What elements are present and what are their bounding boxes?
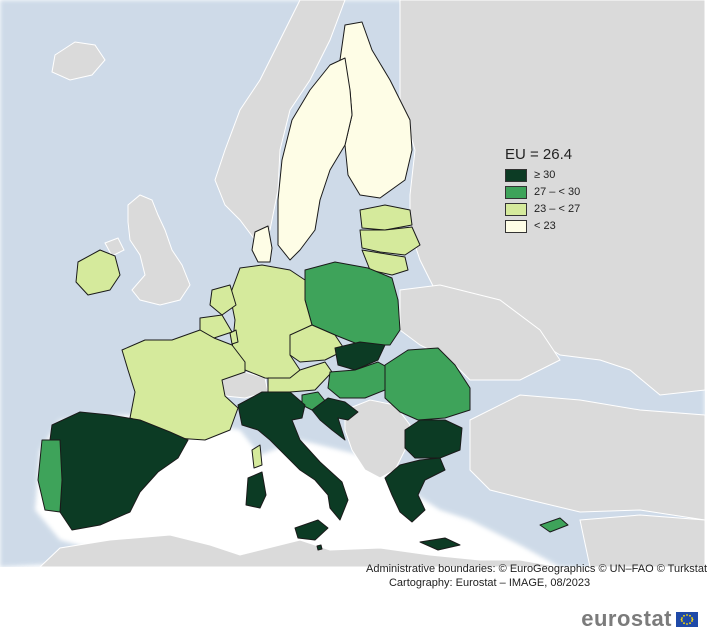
- legend-label: 27 – < 30: [534, 186, 581, 198]
- legend-label: 23 – < 27: [534, 203, 581, 215]
- legend-item: ≥ 30: [505, 167, 580, 183]
- credits-cartography: Cartography: Eurostat – IMAGE, 08/2023: [388, 577, 591, 589]
- eurostat-logo: eurostat: [581, 606, 698, 632]
- region-slovakia: [334, 341, 386, 371]
- legend-item: < 23: [505, 218, 580, 234]
- eu-flag-icon: [676, 611, 698, 627]
- non-eu-land: [39, 0, 705, 567]
- legend-item: 23 – < 27: [505, 201, 580, 217]
- legend: EU = 26.4 ≥ 30 27 – < 30 23 – < 27 < 23: [505, 146, 580, 235]
- region-greece: [384, 457, 446, 523]
- legend-swatch: [505, 202, 527, 216]
- region-bulgaria: [404, 419, 463, 459]
- legend-label: < 23: [534, 220, 556, 232]
- region-belgium: [199, 314, 233, 339]
- non-eu-africa: [39, 534, 561, 567]
- map-credits: Administrative boundaries: © EuroGeograp…: [366, 562, 707, 590]
- map-frame: [0, 0, 705, 567]
- legend-item: 27 – < 30: [505, 184, 580, 200]
- non-eu-middle-east: [579, 514, 705, 567]
- region-sardinia: [245, 471, 267, 509]
- legend-swatch: [505, 185, 527, 199]
- region-crete: [419, 537, 461, 551]
- region-portugal: [37, 439, 63, 513]
- region-denmark: [251, 225, 273, 263]
- region-sicily: [294, 519, 329, 541]
- credits-boundaries: Administrative boundaries: © EuroGeograp…: [365, 563, 707, 575]
- non-eu-ukraine: [399, 284, 561, 381]
- region-latvia: [359, 226, 421, 256]
- region-ireland: [75, 249, 121, 296]
- region-croatia: [311, 397, 359, 441]
- region-italy: [237, 391, 349, 521]
- logo-text: eurostat: [581, 606, 672, 631]
- legend-title: EU = 26.4: [505, 146, 573, 163]
- non-eu-turkey: [469, 394, 705, 521]
- non-eu-northern-ireland: [104, 237, 125, 257]
- region-romania: [384, 347, 471, 421]
- region-malta: [316, 544, 323, 551]
- eu-countries: [37, 21, 569, 551]
- region-czechia: [289, 324, 346, 363]
- europe-map: [0, 0, 705, 567]
- region-cyprus: [539, 517, 569, 533]
- region-netherlands: [209, 284, 237, 316]
- region-sweden: [277, 57, 353, 261]
- region-corsica: [251, 444, 263, 469]
- legend-label: ≥ 30: [534, 169, 556, 181]
- non-eu-iceland: [51, 41, 106, 81]
- legend-swatch: [505, 168, 527, 182]
- non-eu-uk: [127, 194, 191, 306]
- region-luxembourg: [229, 329, 239, 345]
- region-estonia: [359, 204, 413, 231]
- legend-swatch: [505, 219, 527, 233]
